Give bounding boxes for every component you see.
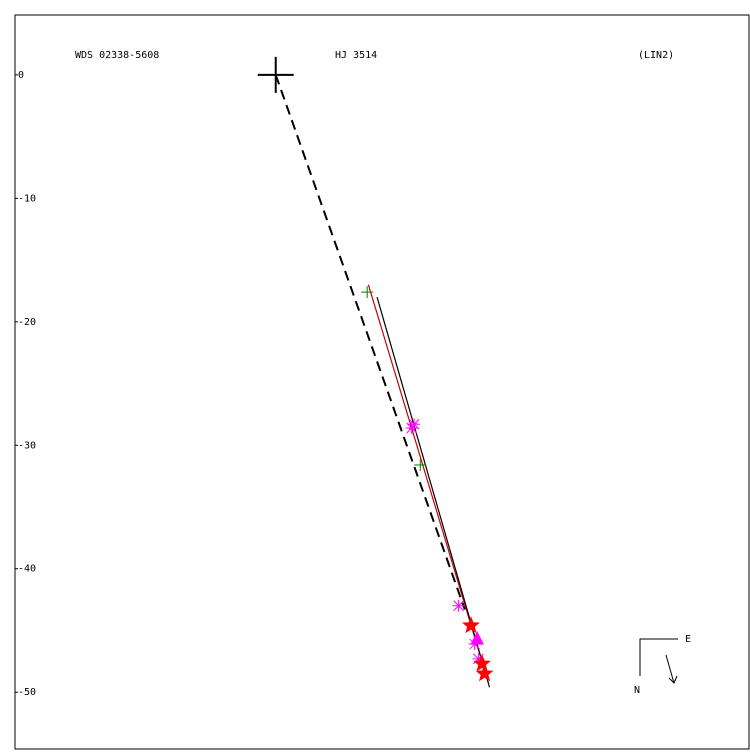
fit-line	[274, 74, 466, 610]
y-tick-label: -40	[18, 564, 36, 575]
y-tick-label: -50	[18, 687, 36, 698]
point-plus	[414, 459, 427, 472]
motion-arrow	[665, 654, 678, 684]
point-plus	[361, 286, 374, 299]
point-star	[475, 664, 494, 682]
point-asterisk	[408, 418, 421, 431]
point-star	[462, 616, 480, 634]
compass	[639, 638, 678, 676]
point-star	[473, 654, 491, 672]
wds-id: WDS 02338-5608	[75, 50, 159, 61]
point-asterisk	[452, 599, 465, 612]
chart-title: HJ 3514	[335, 50, 377, 61]
point-triangle	[470, 630, 484, 645]
compass-north: N	[634, 685, 640, 696]
method: (LIN2)	[638, 50, 674, 61]
point-asterisk	[472, 652, 485, 665]
plot-frame	[14, 14, 750, 750]
point-cross	[257, 56, 294, 93]
fit-line	[367, 284, 489, 683]
y-tick-label: -10	[18, 193, 36, 204]
compass-east: E	[685, 634, 691, 645]
y-tick-label: -20	[18, 317, 36, 328]
y-tick-label: 0	[18, 70, 24, 81]
point-asterisk	[405, 421, 418, 434]
y-tick-label: -30	[18, 440, 36, 451]
